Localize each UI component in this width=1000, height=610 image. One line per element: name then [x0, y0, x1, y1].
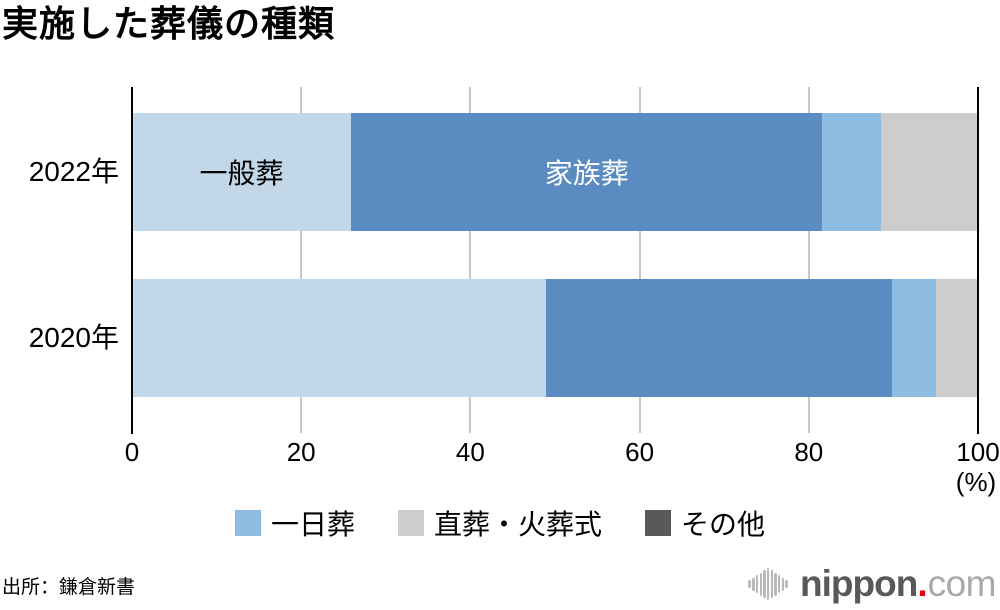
logo-bar: [748, 580, 751, 588]
logo-bar: [781, 577, 785, 591]
logo-text-nippon: nippon: [800, 563, 918, 604]
x-tick-label: 60: [625, 437, 655, 467]
bar-row: 一般葬 家族葬: [132, 113, 978, 231]
logo-bar: [759, 572, 763, 596]
legend-swatch-ichinichiso: [234, 510, 261, 536]
legend-label: 一日葬: [270, 509, 355, 540]
logo-bar: [777, 575, 781, 593]
gridline: [469, 87, 472, 433]
bar-row: [132, 279, 978, 397]
x-tick-label: 40: [455, 437, 485, 467]
logo-bar: [774, 572, 777, 596]
nippon-logo: nippon. com: [748, 562, 997, 606]
legend-item-ichinichiso: 一日葬: [234, 503, 355, 543]
bar-segment-kazokuso: [545, 279, 892, 397]
x-tick-label: 80: [794, 437, 824, 467]
bar-segment-ichinichiso: [891, 279, 936, 397]
legend-swatch-sonota: [645, 510, 671, 536]
bar-segment-kazokuso: 家族葬: [351, 113, 823, 231]
x-axis-unit-label: (%): [955, 467, 997, 497]
axis-line: [131, 87, 133, 434]
bar-segment-ippanso: [132, 279, 546, 397]
chart-title: 実施した葬儀の種類: [2, 3, 336, 44]
bar-segment-chokuso-kasoshiki: [880, 113, 978, 231]
bar-segment-ichinichiso: [822, 113, 881, 231]
bar-segment-ippanso: 一般葬: [132, 113, 352, 231]
gridline: [300, 87, 303, 433]
legend: 一日葬 直葬・火葬式 その他: [0, 503, 1000, 543]
legend-item-chokuso-kasoshiki: 直葬・火葬式: [397, 503, 602, 543]
x-tick-label: 100: [956, 437, 1000, 467]
logo-bar: [785, 580, 788, 588]
legend-item-sonota: その他: [645, 503, 765, 543]
logo-text-com: com: [927, 563, 997, 604]
logo-bar: [755, 575, 759, 593]
legend-swatch-chokuso-kasoshiki: [397, 510, 424, 536]
gridline: [807, 87, 810, 433]
x-tick-label: 0: [124, 437, 140, 467]
soundwave-logo-icon: [748, 568, 789, 600]
logo-red-dot: .: [917, 563, 928, 604]
logo-bar: [770, 570, 774, 598]
logo-bar: [752, 577, 755, 591]
legend-label: 直葬・火葬式: [433, 509, 602, 540]
axis-line: [977, 87, 979, 434]
bar-segment-label: 一般葬: [199, 158, 284, 189]
logo-bar: [763, 570, 766, 598]
source-note: 出所：鎌倉新書: [2, 577, 136, 598]
gridline: [638, 87, 641, 433]
logo-bar: [766, 568, 770, 600]
plot-area: 一般葬 家族葬: [131, 87, 979, 434]
x-axis-labels: 0 20 40 60 80 100: [125, 437, 1000, 469]
legend-label: その他: [681, 509, 766, 540]
y-axis-label: 2020年: [28, 322, 119, 353]
bar-segment-chokuso-kasoshiki: [935, 279, 978, 397]
bar-segment-label: 家族葬: [544, 158, 629, 189]
x-tick-label: 20: [286, 437, 316, 467]
y-axis-label: 2022年: [28, 156, 119, 187]
